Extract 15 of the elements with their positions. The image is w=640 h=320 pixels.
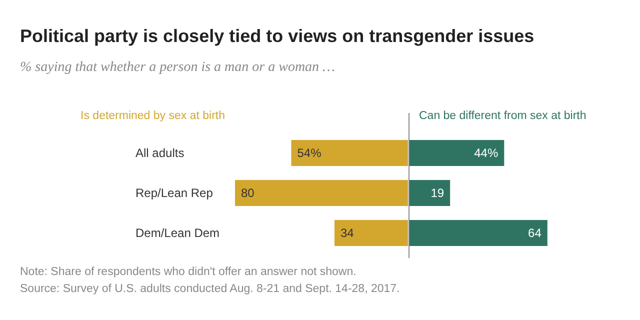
chart-subtitle: % saying that whether a person is a man or a woman … bbox=[20, 60, 335, 76]
data-label: 80 bbox=[241, 186, 255, 200]
data-label: 64 bbox=[528, 226, 542, 240]
text: Is determined by sex at birth bbox=[80, 110, 225, 122]
text: Note: Share of respondents who didn't offer an answer not shown. bbox=[20, 265, 358, 280]
y-tick-label: All adults bbox=[136, 146, 184, 160]
source-note: Source: Survey of U.S. adults conducted Aug. 8-21 and Sept. 14-28, 2017. bbox=[20, 282, 400, 297]
series-label: Can be different from sex at birth bbox=[419, 110, 586, 122]
data-label: 44% bbox=[474, 146, 498, 160]
chart-title: Political party is closely tied to views on transgender issues bbox=[20, 26, 534, 47]
data-label: 19 bbox=[430, 186, 444, 200]
y-tick-label: Rep/Lean Rep bbox=[136, 186, 214, 200]
data-label: 54% bbox=[297, 146, 322, 160]
y-tick-label: Dem/Lean Dem bbox=[136, 226, 220, 240]
data-label: 34 bbox=[340, 226, 354, 240]
